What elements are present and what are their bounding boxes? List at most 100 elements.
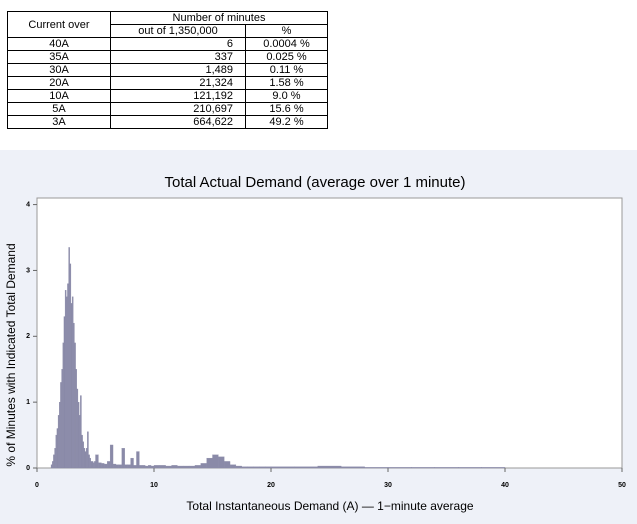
table-cell: 35A bbox=[7, 50, 111, 64]
histogram-bar bbox=[112, 463, 117, 469]
table-row: 10A 121,192 9.0 % bbox=[7, 89, 328, 103]
histogram-bar bbox=[64, 290, 67, 469]
histogram-bar bbox=[93, 462, 95, 469]
histogram-bar bbox=[188, 465, 196, 469]
histogram-bar bbox=[341, 466, 365, 469]
histogram-bar bbox=[50, 464, 53, 469]
histogram-bar bbox=[136, 451, 140, 469]
table-cell: 0.0004 % bbox=[245, 37, 328, 51]
histogram-bar bbox=[317, 465, 342, 469]
table-row: 5A 210,697 15.6 % bbox=[7, 102, 328, 116]
plot-frame bbox=[36, 197, 623, 469]
histogram-bar bbox=[270, 466, 295, 469]
histogram-bar bbox=[109, 444, 114, 469]
histogram-bar bbox=[124, 464, 128, 469]
histogram-bar bbox=[75, 369, 77, 469]
table-cell: 15.6 % bbox=[245, 102, 328, 116]
histogram-bar bbox=[55, 434, 58, 469]
histogram-bar bbox=[183, 465, 190, 469]
table-row: 30A 1,489 0.11 % bbox=[7, 63, 328, 77]
y-tick-label: 3 bbox=[26, 267, 30, 274]
histogram-bar bbox=[212, 454, 219, 469]
histogram-bar bbox=[264, 466, 272, 469]
histogram-bar bbox=[218, 456, 225, 469]
table-cell: 1.58 % bbox=[245, 76, 328, 90]
histogram-bar bbox=[63, 316, 66, 469]
histogram-bar bbox=[206, 457, 213, 469]
histogram-bar bbox=[73, 322, 75, 469]
y-axis-label: % of Minutes with Indicated Total Demand bbox=[4, 243, 18, 466]
histogram-bar bbox=[171, 465, 178, 469]
histogram-bar bbox=[159, 465, 166, 469]
table-row: 35A 337 0.025 % bbox=[7, 50, 328, 64]
table-header: Number of minutes bbox=[110, 11, 328, 25]
histogram-bar bbox=[229, 464, 237, 469]
chart-title: Total Actual Demand (average over 1 minu… bbox=[165, 174, 466, 191]
histogram-bar bbox=[84, 451, 87, 469]
x-tick-label: 50 bbox=[618, 482, 626, 489]
y-tick-label: 4 bbox=[26, 201, 30, 208]
histogram-bar bbox=[71, 296, 74, 469]
table-cell: 0.025 % bbox=[245, 50, 328, 64]
histogram-bar bbox=[87, 431, 89, 469]
histogram-bar bbox=[62, 342, 65, 469]
x-tick-label: 40 bbox=[501, 482, 509, 489]
histogram-bar bbox=[60, 382, 62, 469]
histogram-bar bbox=[247, 466, 254, 469]
y-tick-label: 0 bbox=[26, 465, 30, 472]
y-tick-label: 2 bbox=[26, 333, 30, 340]
table-subheader: % bbox=[245, 24, 328, 38]
histogram-bar bbox=[177, 465, 184, 469]
x-axis-label: Total Instantaneous Demand (A) — 1−minut… bbox=[186, 499, 473, 513]
histogram-bar bbox=[57, 415, 60, 469]
histogram-bar bbox=[133, 465, 137, 469]
histogram-bar bbox=[91, 461, 94, 469]
histogram-bar bbox=[52, 461, 54, 469]
histogram-bar bbox=[89, 457, 91, 469]
table-cell: 210,697 bbox=[110, 102, 246, 116]
table-subheader: out of 1,350,000 bbox=[110, 24, 246, 38]
histogram-bar bbox=[83, 448, 86, 469]
x-tick-label: 30 bbox=[384, 482, 392, 489]
histogram-bar bbox=[82, 441, 84, 469]
x-tick-label: 10 bbox=[150, 482, 158, 489]
table-row: 20A 21,324 1.58 % bbox=[7, 76, 328, 90]
table-cell: 0.11 % bbox=[245, 63, 328, 77]
table-cell: 1,489 bbox=[110, 63, 246, 77]
table-cell: 337 bbox=[110, 50, 246, 64]
histogram-bar bbox=[85, 448, 88, 469]
histogram-bar bbox=[241, 466, 248, 469]
table-row: 40A 6 0.0004 % bbox=[7, 37, 328, 51]
histogram-bar bbox=[118, 464, 122, 469]
histogram-bar bbox=[364, 467, 389, 469]
table-header: Current over bbox=[7, 11, 111, 38]
histogram-bar bbox=[434, 467, 459, 469]
histogram-bar bbox=[94, 461, 96, 469]
table-cell: 9.0 % bbox=[245, 89, 328, 103]
histogram-bar bbox=[107, 461, 111, 469]
histogram-bar bbox=[59, 401, 61, 469]
histogram-bar bbox=[61, 369, 63, 469]
histogram-bar bbox=[68, 247, 70, 469]
histogram-bar bbox=[150, 465, 155, 469]
histogram-bar bbox=[253, 466, 260, 469]
histogram-bar bbox=[80, 395, 82, 469]
histogram-bar bbox=[88, 454, 90, 469]
histogram-bar bbox=[66, 296, 68, 469]
histogram-bar bbox=[78, 415, 81, 469]
table-cell: 10A bbox=[7, 89, 111, 103]
histogram-bar bbox=[101, 463, 105, 469]
table-cell: 21,324 bbox=[110, 76, 246, 90]
histogram-bar bbox=[147, 465, 152, 469]
y-tick-label: 1 bbox=[26, 399, 30, 406]
x-tick-label: 20 bbox=[267, 482, 275, 489]
histogram-bar bbox=[411, 467, 435, 469]
table-cell: 121,192 bbox=[110, 89, 246, 103]
histogram-bar bbox=[115, 464, 120, 469]
x-tick-label: 0 bbox=[35, 482, 39, 489]
histogram-bar bbox=[90, 461, 93, 469]
histogram-bar bbox=[153, 465, 160, 469]
histogram-bar bbox=[165, 465, 172, 469]
histogram-bar bbox=[130, 457, 134, 469]
